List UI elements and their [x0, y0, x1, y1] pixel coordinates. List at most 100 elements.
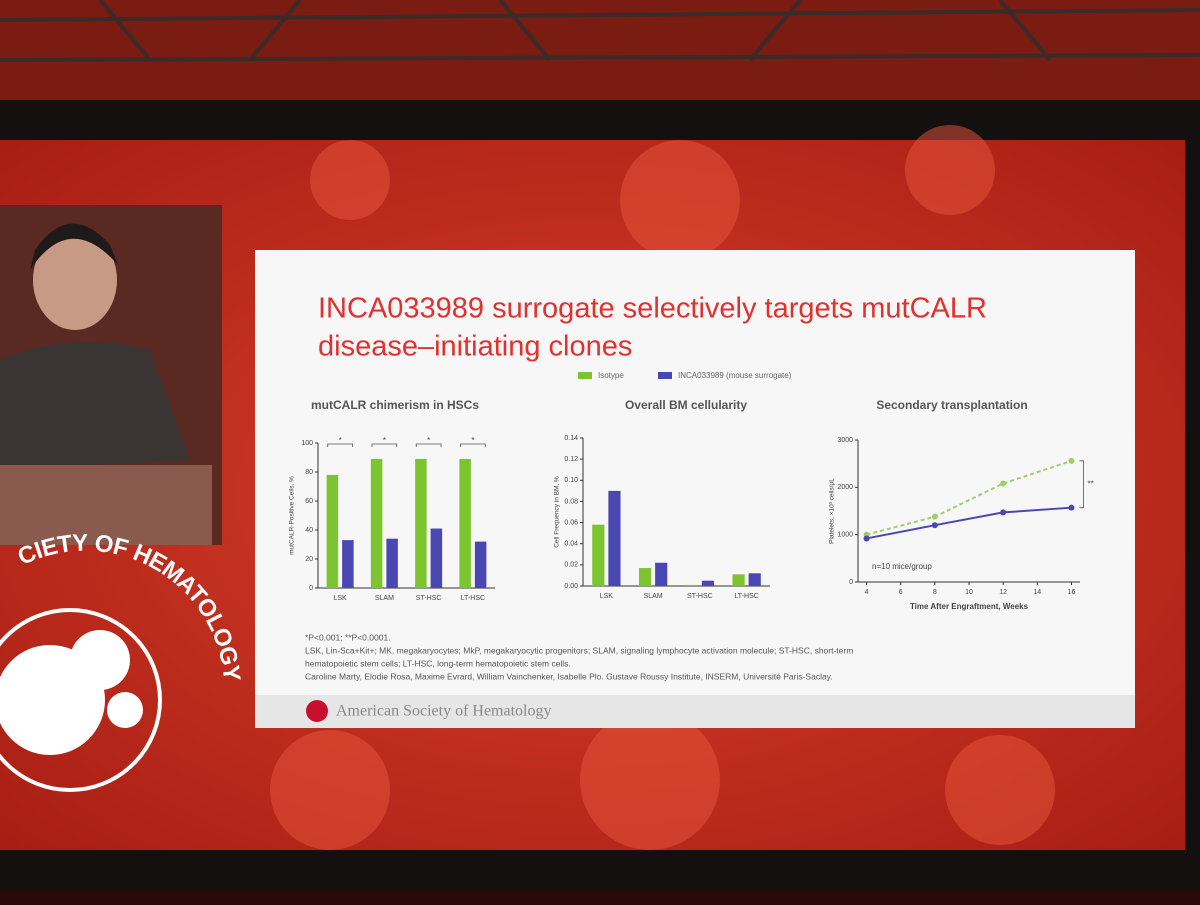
x-tick-label: 16 — [1068, 589, 1076, 596]
chart-title: mutCALR chimerism in HSCs — [311, 398, 479, 412]
y-tick-label: 0.12 — [564, 456, 578, 463]
y-tick-label: 3000 — [837, 437, 853, 444]
chart-title: Secondary transplantation — [876, 398, 1027, 412]
x-tick-label: ST-HSC — [416, 595, 442, 602]
significance-bracket — [460, 443, 486, 447]
point — [1068, 457, 1075, 464]
y-tick-label: 2000 — [837, 484, 853, 491]
point — [931, 513, 938, 520]
footnote: LSK, Lin-Sca+Kit+; MK, megakaryocytes; M… — [305, 645, 853, 655]
speaker-jacket — [0, 342, 190, 470]
y-axis-label: Platelets, ×10³ cells/μL — [829, 478, 836, 544]
x-tick-label: 8 — [933, 589, 937, 596]
series-line — [866, 506, 1072, 540]
y-tick-label: 20 — [305, 556, 313, 563]
y-tick-label: 0 — [849, 579, 853, 586]
bar — [685, 584, 698, 586]
logo-cell — [70, 630, 130, 690]
legend-label: Isotype — [598, 371, 624, 380]
point — [1068, 504, 1075, 511]
bar — [592, 524, 605, 586]
bar — [459, 458, 471, 588]
speaker-hair — [30, 223, 118, 270]
x-tick-label: 10 — [965, 589, 973, 596]
slide-title: INCA033989 surrogate selectively targets… — [318, 293, 987, 325]
y-tick-label: 1000 — [837, 532, 853, 539]
x-tick-label: SLAM — [644, 593, 663, 600]
bar — [342, 540, 354, 588]
slide-footer-band — [255, 695, 1135, 728]
legend-swatch — [658, 372, 672, 379]
bar — [655, 562, 668, 586]
significance-label: * — [383, 436, 386, 445]
x-tick-label: 6 — [899, 589, 903, 596]
bar — [474, 541, 487, 588]
significance-bracket — [1079, 460, 1084, 509]
y-tick-label: 0.08 — [564, 498, 578, 505]
point — [863, 535, 870, 542]
point — [1000, 509, 1007, 516]
logo-cell — [107, 692, 143, 728]
series-line — [866, 459, 1072, 536]
x-tick-label: 12 — [999, 589, 1007, 596]
y-tick-label: 0.10 — [564, 477, 578, 484]
y-tick-label: 0.06 — [564, 519, 578, 526]
y-axis-label: Cell Frequency in BM, % — [554, 476, 561, 548]
slide-title: disease–initiating clones — [318, 331, 632, 363]
x-tick-label: SLAM — [375, 595, 394, 602]
bar — [732, 574, 745, 586]
annotation: n=10 mice/group — [872, 562, 932, 571]
y-axis-label: mutCALR-Positive Cells, % — [289, 476, 296, 555]
bar — [326, 474, 339, 588]
legend-label: INCA033989 (mouse surrogate) — [678, 371, 792, 380]
y-tick-label: 0 — [309, 585, 313, 592]
x-tick-label: LT-HSC — [734, 593, 758, 600]
footnote: Caroline Marty, Elodie Rosa, Maxime Evra… — [305, 671, 833, 681]
truss — [0, 0, 1200, 62]
bar — [370, 458, 383, 588]
chart-title: Overall BM cellularity — [625, 398, 747, 412]
y-tick-label: 40 — [305, 527, 313, 534]
significance-label: * — [471, 436, 474, 445]
bar — [608, 490, 621, 586]
x-tick-label: 4 — [865, 589, 869, 596]
x-tick-label: LT-HSC — [461, 595, 485, 602]
ash-icon — [306, 700, 328, 722]
x-tick-label: LSK — [334, 595, 348, 602]
significance-bracket — [371, 443, 398, 447]
cells — [270, 125, 1055, 850]
significance-label: * — [339, 436, 342, 445]
x-tick-label: LSK — [600, 593, 614, 600]
podium — [0, 465, 212, 545]
significance-label: * — [427, 436, 430, 445]
point — [1000, 480, 1007, 487]
bar — [748, 573, 761, 586]
bar — [701, 580, 715, 586]
legend-swatch — [578, 372, 592, 379]
y-tick-label: 0.02 — [564, 562, 578, 569]
significance-label: ** — [1087, 479, 1093, 488]
footer-text: American Society of Hematology — [336, 703, 552, 720]
bar — [430, 528, 443, 588]
x-tick-label: 14 — [1033, 589, 1041, 596]
slide — [255, 250, 1135, 728]
x-axis-label: Time After Engraftment, Weeks — [910, 602, 1029, 611]
y-tick-label: 0.00 — [564, 583, 578, 590]
speaker-face — [33, 230, 117, 330]
bar — [638, 568, 652, 586]
significance-bracket — [415, 443, 442, 447]
footnote: hematopoietic stem cells; LT-HSC, long-t… — [305, 658, 571, 668]
y-tick-label: 80 — [305, 469, 313, 476]
bar — [415, 458, 427, 588]
x-tick-label: ST-HSC — [687, 593, 713, 600]
footnote: *P<0.001; **P<0.0001. — [305, 632, 391, 642]
bar — [386, 538, 398, 588]
point — [931, 522, 938, 529]
y-tick-label: 100 — [301, 440, 313, 447]
significance-bracket — [327, 443, 353, 447]
y-tick-label: 60 — [305, 498, 313, 505]
y-tick-label: 0.14 — [564, 435, 578, 442]
y-tick-label: 0.04 — [564, 541, 578, 548]
